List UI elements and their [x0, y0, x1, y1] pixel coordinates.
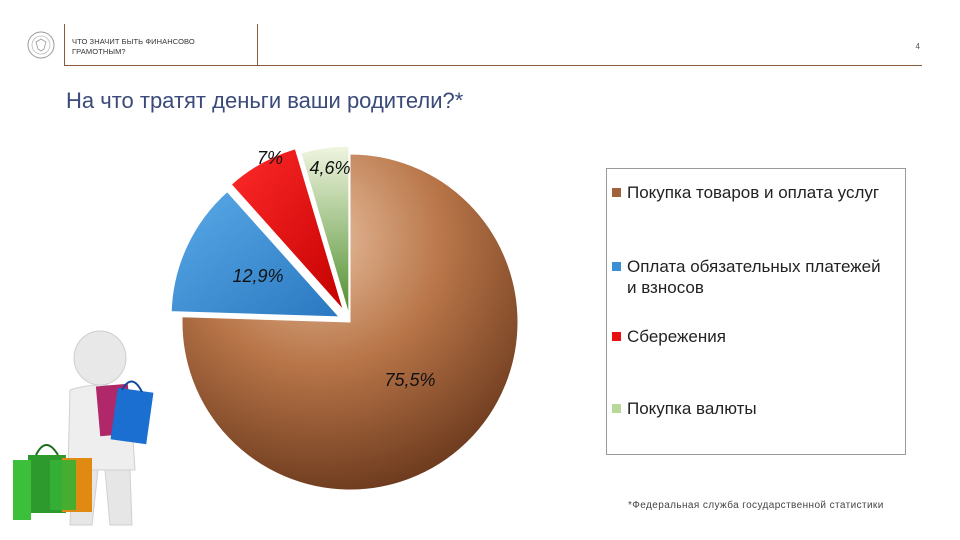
section-title: ЧТО ЗНАЧИТ БЫТЬ ФИНАНСОВО ГРАМОТНЫМ?	[72, 37, 195, 56]
bank-emblem-logo	[27, 31, 55, 59]
legend-box	[606, 168, 906, 455]
label-savings: 7%	[257, 148, 283, 168]
legend-label-goods: Покупка товаров и оплата услуг	[627, 183, 880, 202]
header-section-box	[64, 24, 258, 66]
page-number: 4	[915, 42, 920, 51]
legend-swatch-savings	[612, 332, 621, 341]
label-currency: 4,6%	[309, 158, 350, 178]
legend-swatch-currency	[612, 404, 621, 413]
legend-label-savings: Сбережения	[627, 327, 726, 346]
slice-savings	[230, 148, 344, 311]
footnote: *Федеральная служба государственной стат…	[628, 500, 884, 511]
shopper-figure-illustration	[13, 330, 154, 526]
legend-label-currency: Покупка валюты	[627, 399, 757, 418]
legend-swatch-goods	[612, 188, 621, 197]
slice-currency	[300, 145, 350, 315]
header-divider	[64, 65, 922, 66]
label-payments: 12,9%	[232, 266, 283, 286]
legend-item-savings: Сбережения	[612, 326, 726, 347]
slice-goods	[181, 153, 519, 491]
label-goods: 75,5%	[384, 370, 435, 390]
slice-payments	[170, 190, 341, 318]
legend-item-currency: Покупка валюты	[612, 398, 757, 419]
legend-label-payments: Оплата обязательных платежей и взносов	[627, 257, 881, 297]
legend-item-goods: Покупка товаров и оплата услуг	[612, 182, 879, 203]
legend-swatch-payments	[612, 262, 621, 271]
slide-title: На что тратят деньги ваши родители?*	[66, 88, 464, 113]
legend-item-payments: Оплата обязательных платежей и взносов	[612, 256, 887, 298]
